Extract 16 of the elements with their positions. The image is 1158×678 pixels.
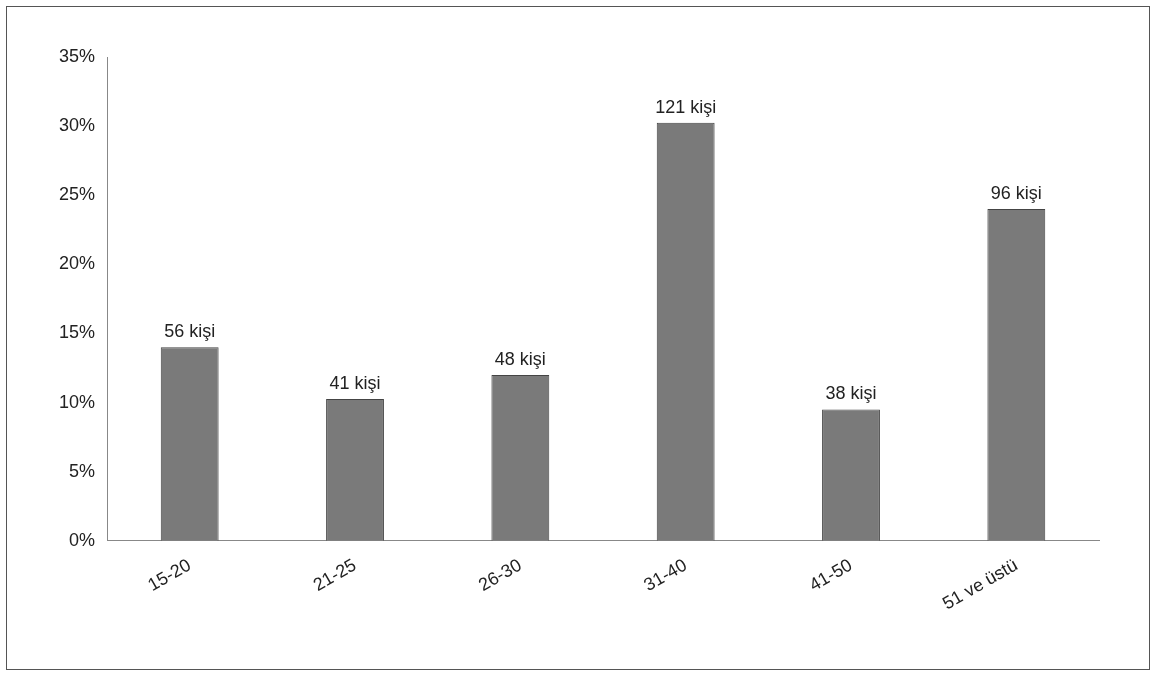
annotation: 48 kişi <box>494 348 546 369</box>
y-tick-label: 20% <box>59 253 96 274</box>
annotation: 96 kişi <box>990 183 1042 204</box>
y-tick-label: 30% <box>59 115 96 136</box>
y-tick-label: 10% <box>59 391 96 412</box>
x-tick-label: 41-50 <box>805 554 856 595</box>
y-tick-label: 5% <box>69 460 96 481</box>
y-tick-label: 0% <box>69 529 96 550</box>
annotation: 56 kişi <box>164 321 216 342</box>
y-tick-label: 15% <box>59 322 96 343</box>
annotation: 121 kişi <box>655 96 717 117</box>
y-tick-label: 35% <box>59 45 96 66</box>
annotation: 38 kişi <box>825 383 877 404</box>
x-tick-label: 51 ve üstü <box>938 554 1021 614</box>
annotation: 41 kişi <box>329 373 381 394</box>
y-tick-label: 25% <box>59 184 96 205</box>
